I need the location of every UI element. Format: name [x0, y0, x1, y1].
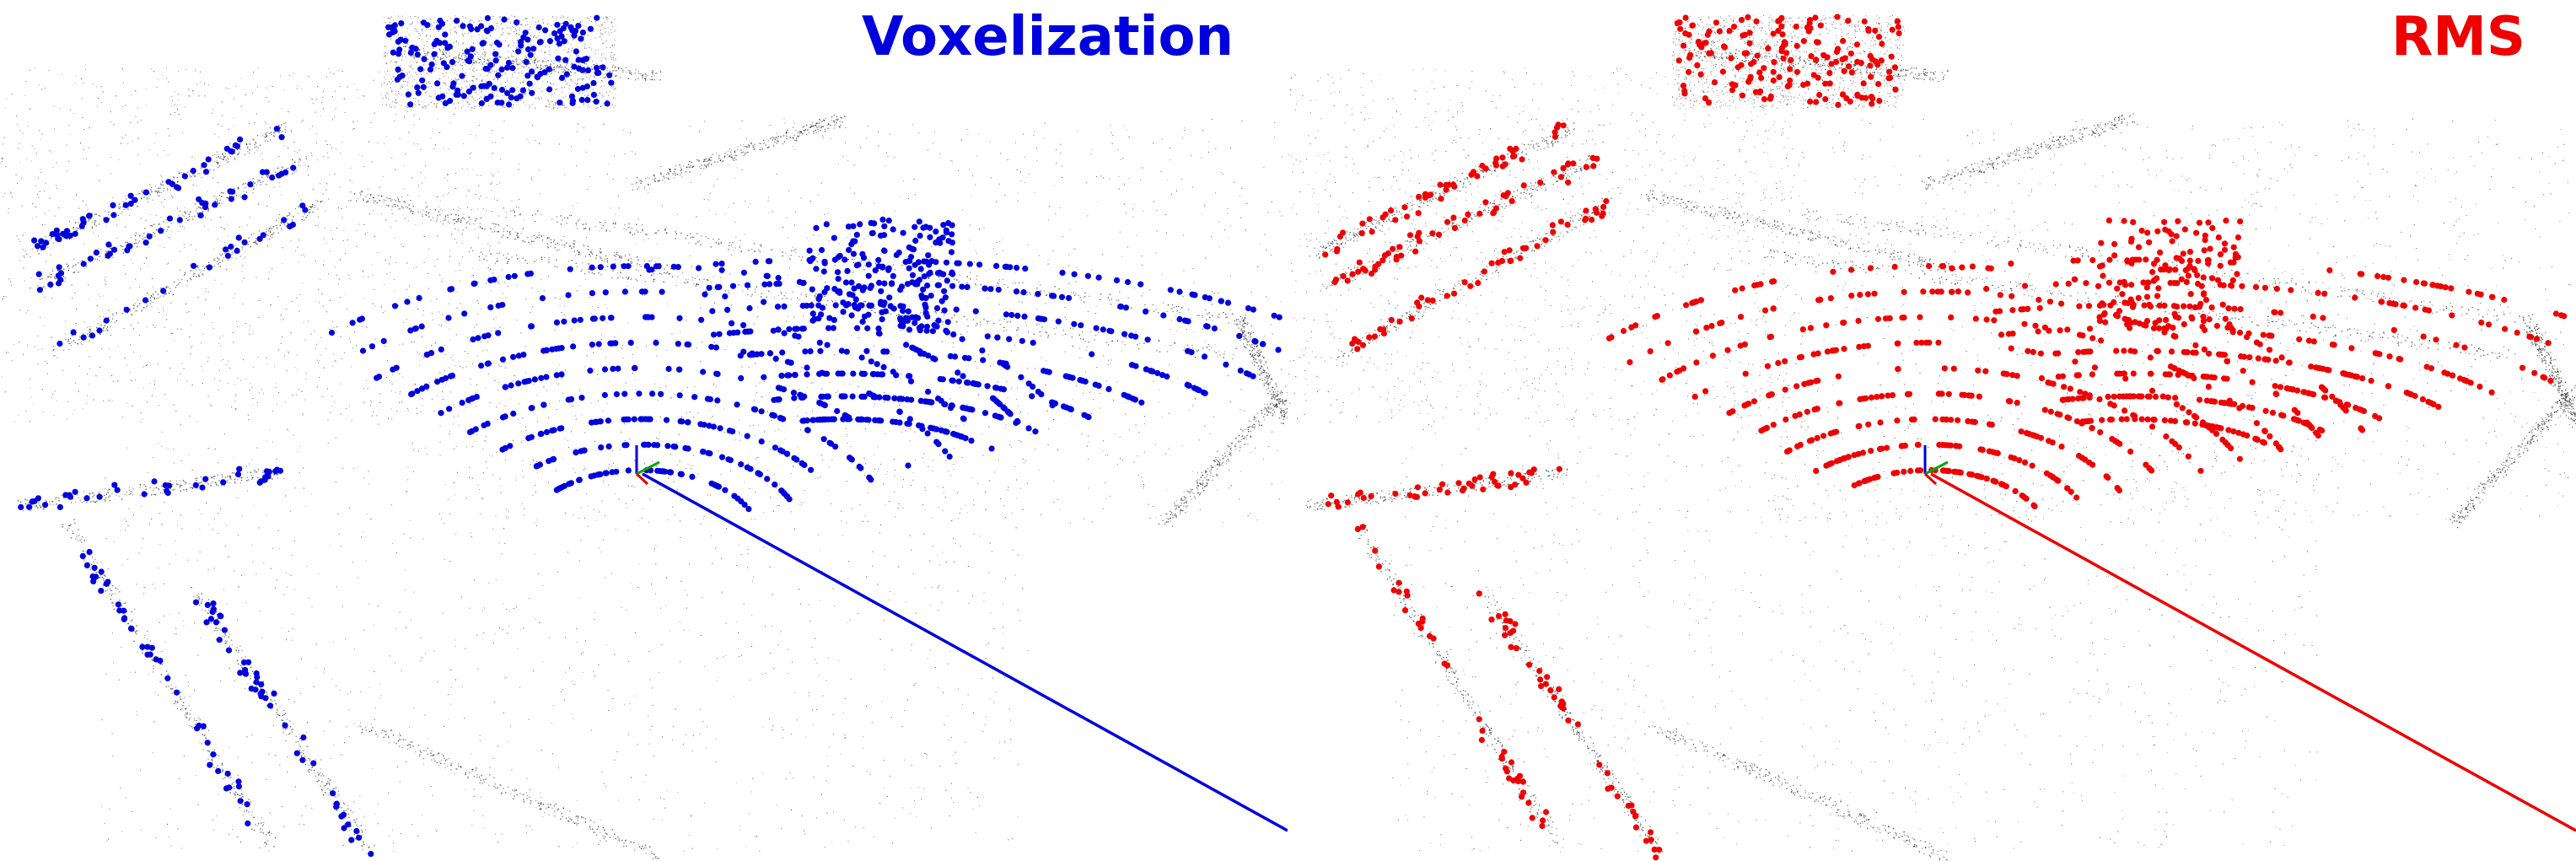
voxelization-panel: Voxelization [0, 5, 1288, 859]
coordinate-axes [1923, 445, 1949, 486]
trajectory-line [1930, 472, 2576, 832]
sampled-points [18, 14, 1283, 858]
voxelization-title: Voxelization [862, 5, 1234, 70]
trajectory-line [642, 472, 1288, 832]
rms-panel: RMS [1288, 0, 2576, 861]
voxelization-point-cloud [0, 14, 1288, 859]
background-points [0, 15, 1288, 859]
rms-title: RMS [2391, 5, 2525, 70]
sampled-points [1322, 13, 2568, 861]
rms-point-cloud [1288, 13, 2576, 861]
coordinate-axes [635, 445, 660, 486]
